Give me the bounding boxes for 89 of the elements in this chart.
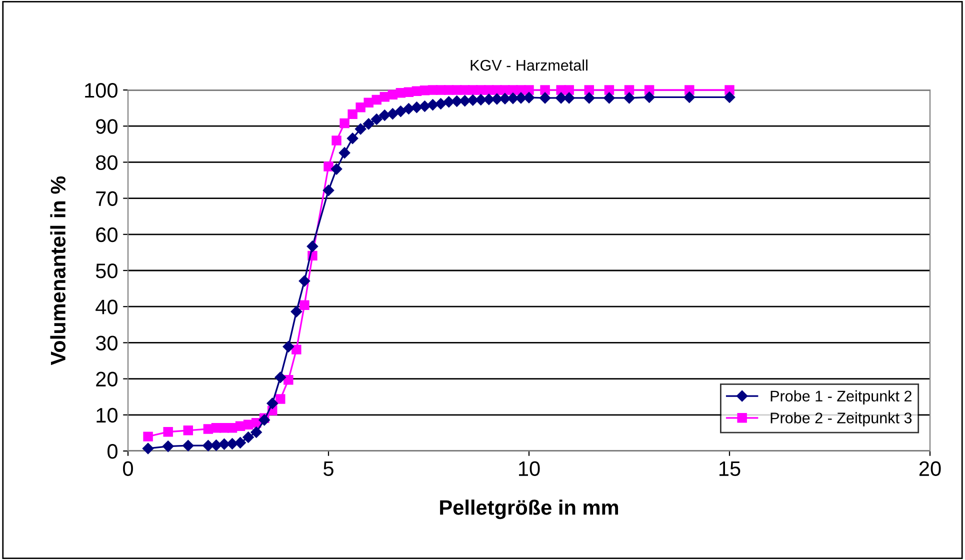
point (324, 162, 334, 172)
point (604, 92, 615, 104)
point (435, 98, 446, 110)
y-tick-label: 70 (96, 191, 118, 206)
point (218, 438, 230, 450)
point (459, 95, 470, 106)
point (644, 92, 655, 103)
point (467, 94, 478, 106)
point (724, 92, 736, 103)
y-tick-label: 20 (96, 372, 118, 387)
y-tick-label: 100 (85, 83, 118, 98)
y-tick-label: 50 (96, 264, 118, 278)
point (274, 372, 286, 383)
point (419, 100, 430, 112)
chart-title: KGV - Harzmetall (470, 59, 588, 71)
point (330, 163, 342, 175)
point (451, 96, 462, 107)
point (282, 341, 294, 352)
point (162, 440, 174, 452)
point (338, 147, 350, 158)
y-tick-label: 90 (96, 119, 118, 134)
x-tick-label: 0 (123, 461, 133, 476)
point (507, 92, 519, 104)
point (395, 106, 406, 117)
point (584, 85, 594, 95)
point (258, 414, 270, 426)
y-tick-label: 0 (108, 444, 118, 459)
point (539, 92, 551, 104)
x-tick-label: 5 (324, 461, 334, 476)
y-tick-label: 60 (96, 227, 118, 242)
point (346, 132, 358, 144)
point (354, 123, 366, 135)
point (227, 423, 238, 433)
y-axis-title: Volumenanteil in % (50, 176, 66, 366)
point (183, 426, 194, 436)
x-tick-label: 20 (919, 461, 941, 476)
y-tick-label: 80 (96, 155, 118, 170)
point (348, 109, 358, 120)
point (340, 118, 350, 128)
point (290, 306, 302, 318)
point (475, 94, 486, 106)
x-axis-title: Pelletgröße in mm (440, 500, 618, 520)
point (403, 103, 414, 114)
point (226, 438, 238, 450)
point (284, 375, 294, 385)
point (624, 92, 635, 104)
point (524, 85, 534, 95)
point (242, 432, 254, 443)
point (202, 440, 214, 452)
point (604, 85, 614, 95)
point (483, 94, 495, 105)
y-tick-label: 40 (96, 300, 118, 314)
point (182, 440, 194, 452)
point (300, 300, 310, 310)
point (584, 92, 595, 104)
point (142, 442, 154, 454)
point (555, 92, 567, 104)
x-tick-label: 10 (519, 461, 540, 476)
x-tick-label: 15 (720, 461, 740, 476)
y-tick-label: 10 (96, 408, 118, 423)
point (266, 398, 278, 409)
legend-label: Probe 1 - Zeitpunkt 2 (770, 390, 912, 405)
point (143, 432, 153, 442)
point (411, 102, 422, 113)
point (332, 136, 342, 146)
point (364, 98, 374, 108)
point (684, 92, 696, 103)
point (379, 110, 390, 121)
point (540, 85, 550, 95)
point (356, 102, 366, 112)
point (624, 85, 634, 95)
point (322, 184, 334, 196)
point (250, 426, 262, 438)
point (427, 99, 438, 110)
point (564, 85, 574, 95)
point (499, 93, 511, 104)
point (306, 240, 318, 252)
point (234, 437, 246, 448)
legend-label: Probe 2 - Zeitpunkt 3 (770, 412, 912, 426)
point (443, 96, 454, 108)
point (371, 114, 382, 125)
point (298, 275, 310, 287)
point (523, 92, 535, 104)
y-tick-label: 30 (96, 336, 118, 350)
point (163, 427, 173, 437)
point (387, 108, 398, 120)
point (276, 394, 286, 404)
point (292, 344, 302, 354)
point (362, 118, 374, 130)
